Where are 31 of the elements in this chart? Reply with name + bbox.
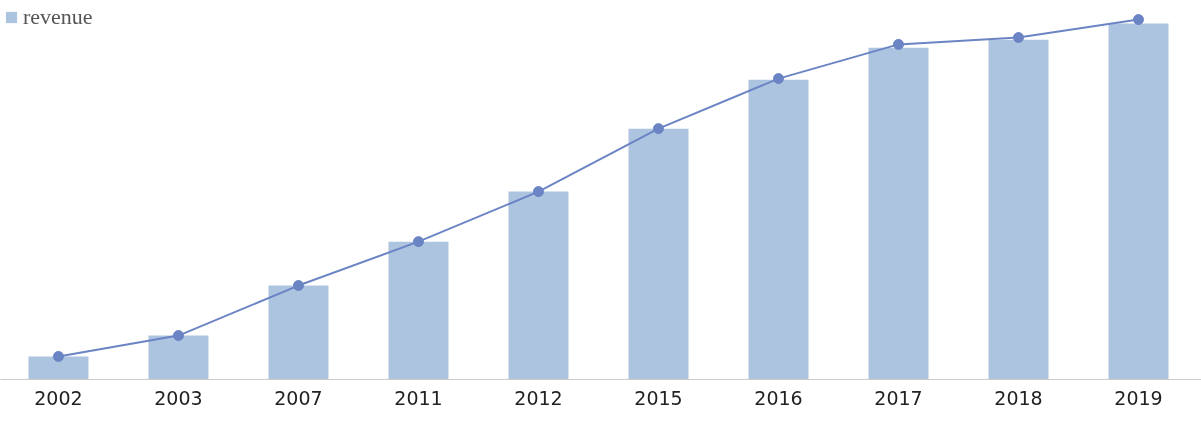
bar — [148, 335, 209, 380]
x-tick-label: 2019 — [1114, 386, 1163, 409]
bar — [868, 47, 929, 380]
x-tick-label: 2012 — [514, 386, 563, 409]
point — [772, 73, 784, 85]
legend-label: revenue — [23, 4, 93, 30]
x-tick-label: 2007 — [274, 386, 323, 409]
bar — [748, 79, 809, 380]
x-tick-label: 2011 — [394, 386, 443, 409]
x-tick-label: 2015 — [634, 386, 683, 409]
x-tick-label: 2003 — [154, 386, 203, 409]
x-tick-label: 2018 — [994, 386, 1043, 409]
x-tick-label: 2017 — [874, 386, 923, 409]
bar — [268, 285, 329, 380]
point — [1012, 32, 1024, 44]
point — [412, 236, 424, 248]
point — [532, 186, 544, 198]
point — [1133, 14, 1144, 26]
x-tick-label: 2016 — [754, 386, 803, 409]
bar — [1108, 23, 1169, 380]
x-tick-label: 2002 — [34, 386, 83, 409]
bar — [388, 241, 449, 380]
point — [172, 330, 184, 342]
point — [892, 38, 904, 50]
bar — [28, 356, 89, 380]
point — [52, 350, 64, 362]
bar — [988, 39, 1049, 380]
point — [652, 123, 664, 135]
point — [292, 280, 304, 292]
bar — [628, 128, 689, 380]
bar — [508, 191, 569, 380]
